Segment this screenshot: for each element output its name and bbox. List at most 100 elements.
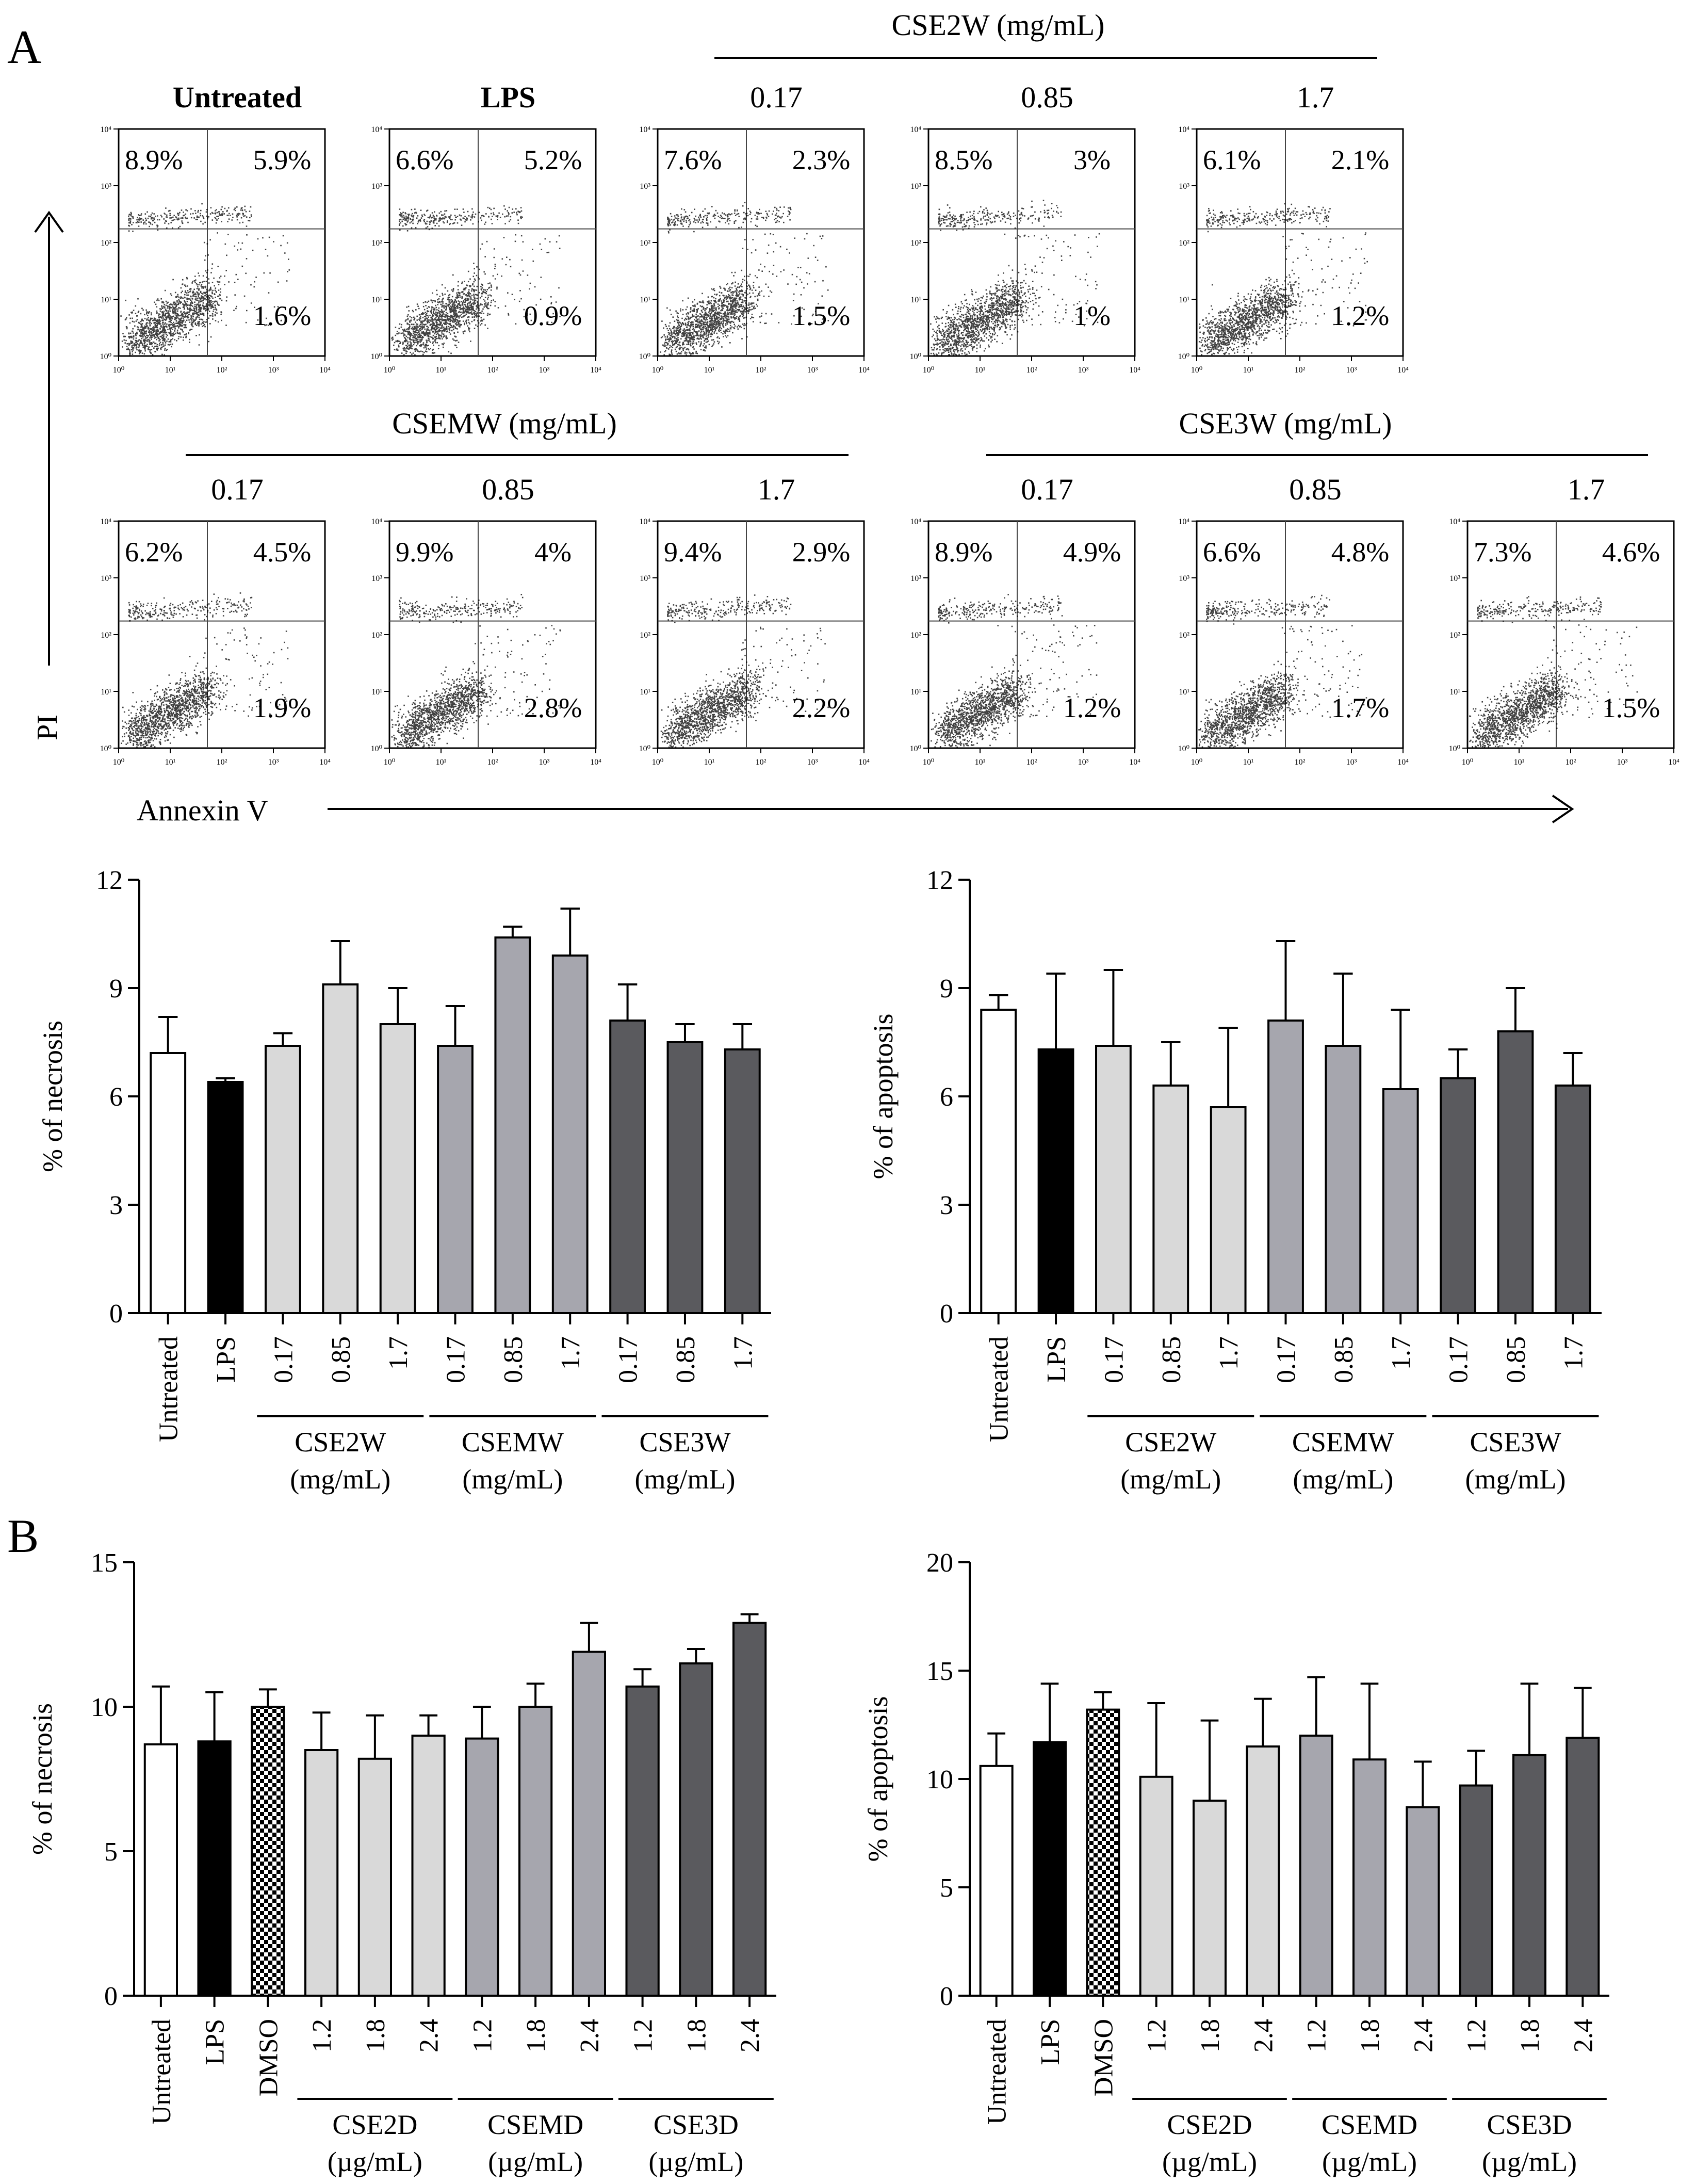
y-axis-label: % of necrosis (27, 1703, 58, 1855)
bar (322, 983, 359, 1314)
x-tick-label: LPS (201, 2019, 230, 2065)
bar (1565, 1737, 1600, 1997)
flow-x-tick-label: 10⁰ (652, 758, 663, 767)
y-tick-label: 5 (940, 1873, 953, 1903)
x-tick-label: 2.4 (736, 2019, 765, 2052)
flow-lr-percent: 1.5% (1602, 692, 1660, 723)
x-tick-label: DMSO (254, 2019, 283, 2096)
flow-y-tick-label: 10¹ (371, 296, 382, 304)
flow-scatter-dots (660, 202, 829, 356)
group-label-name: CSE2D (1167, 2109, 1252, 2140)
group-label-name: CSEMD (1322, 2109, 1417, 2140)
bar (551, 955, 589, 1314)
x-tick-label: 1.7 (384, 1336, 413, 1370)
flow-y-tick-label: 10⁰ (100, 352, 111, 361)
flow-y-tick-label: 10³ (640, 574, 650, 583)
y-tick-label: 0 (940, 1982, 953, 2011)
bar (197, 1740, 232, 1997)
flow-ul-percent: 8.5% (935, 144, 992, 175)
bar (979, 1765, 1014, 1997)
flow-x-tick-label: 10⁰ (652, 366, 663, 375)
x-tick-label: 1.7 (1559, 1336, 1588, 1370)
flow-x-tick-label: 10² (756, 758, 767, 767)
flow-scatter-dots (1198, 594, 1367, 748)
flow-lr-percent: 2.2% (792, 692, 850, 723)
flow-y-tick-label: 10⁴ (639, 125, 650, 134)
flow-x-tick-label: 10³ (268, 758, 279, 767)
flow-x-tick-label: 10² (217, 366, 227, 375)
flow-y-tick-label: 10⁰ (639, 745, 650, 753)
bar (518, 1706, 553, 1997)
x-tick-label: 1.2 (468, 2019, 497, 2052)
flow-x-tick-label: 10⁰ (923, 758, 934, 767)
flow-x-tick-label: 10⁴ (590, 366, 601, 375)
group-label-name: CSEMD (487, 2109, 583, 2140)
flow-x-tick-label: 10⁴ (1397, 758, 1409, 767)
flow-x-tick-label: 10⁴ (590, 758, 601, 767)
flow-y-tick-label: 10⁴ (910, 517, 921, 526)
flow-row1-label: Untreated (173, 80, 302, 114)
bar (1152, 1085, 1189, 1314)
y-tick-label: 5 (104, 1837, 118, 1867)
x-tick-label: 1.8 (1356, 2019, 1385, 2052)
flow-y-tick-label: 10³ (371, 574, 382, 583)
flow-scatter-dots (1198, 203, 1368, 355)
flow-ul-percent: 9.4% (664, 537, 722, 568)
flow-ur-percent: 4.9% (1063, 537, 1121, 568)
x-tick-label: 1.7 (1214, 1336, 1244, 1370)
row2-group-label-cse3w: CSE3W (mg/mL) (1179, 407, 1392, 440)
bar (1440, 1077, 1477, 1314)
flow-y-tick-label: 10⁰ (371, 745, 382, 753)
group-label-unit: (mg/mL) (1293, 1464, 1393, 1495)
y-tick-label: 15 (926, 1657, 953, 1686)
flow-x-tick-label: 10¹ (1243, 758, 1254, 767)
bar (1139, 1775, 1173, 1997)
group-label-unit: (µg/mL) (1322, 2146, 1417, 2177)
group-label-unit: (mg/mL) (634, 1464, 735, 1495)
flow-ul-percent: 8.9% (935, 537, 992, 568)
row2-group-label-csemw: CSEMW (mg/mL) (392, 407, 617, 440)
chart-B-necrosis: 0 5 10 15 % of necrosis Untreated LPS DMSO 1.2 1.… (27, 1548, 776, 2177)
y-tick-label: 0 (104, 1982, 118, 2011)
flow-y-tick-label: 10¹ (1179, 688, 1189, 697)
group-label-unit: (µg/mL) (328, 2146, 422, 2177)
flow-y-tick-label: 10⁴ (371, 517, 382, 526)
flow-ul-percent: 8.9% (125, 144, 183, 175)
bar (1299, 1735, 1333, 1997)
flow-row2-label: 1.7 (1568, 473, 1605, 506)
bar (465, 1737, 499, 1997)
bar (732, 1622, 767, 1997)
flow-x-tick-label: 10⁰ (1191, 366, 1202, 375)
flow-x-tick-label: 10³ (1078, 758, 1089, 767)
group-label-name: CSEMW (462, 1427, 564, 1458)
flow-scatter-dots (1469, 596, 1638, 748)
flow-y-tick-label: 10¹ (101, 688, 111, 697)
flow-y-tick-label: 10⁰ (910, 352, 921, 361)
flow-row1-label: 1.7 (1297, 80, 1334, 114)
flow-lr-percent: 1.7% (1331, 692, 1389, 723)
flow-scatter-dots (930, 200, 1100, 356)
flow-scatter-dots (660, 594, 829, 748)
x-tick-label: 0.85 (671, 1336, 700, 1383)
flow-x-tick-label: 10⁴ (319, 366, 331, 375)
flow-y-tick-label: 10⁴ (910, 125, 921, 134)
flow-y-tick-label: 10³ (1449, 574, 1460, 583)
bar-charts: 0 3 6 9 12 % of necrosis Untreated LPS 0.17 0.85 1… (27, 866, 1609, 2177)
y-tick-label: 3 (109, 1191, 123, 1220)
flow-y-tick-label: 10⁴ (1178, 125, 1189, 134)
row1-group-label: CSE2W (mg/mL) (892, 8, 1105, 42)
flow-x-tick-label: 10¹ (704, 758, 715, 767)
flow-y-tick-label: 10³ (640, 182, 650, 191)
y-tick-label: 3 (940, 1191, 953, 1220)
flow-y-tick-label: 10² (1179, 631, 1189, 640)
group-label-name: CSE2D (332, 2109, 417, 2140)
flow-y-tick-label: 10⁴ (100, 517, 111, 526)
flow-x-tick-label: 10¹ (436, 366, 447, 375)
bar (1086, 1708, 1120, 1997)
flow-y-tick-label: 10⁰ (1178, 745, 1189, 753)
y-tick-label: 12 (96, 866, 123, 895)
